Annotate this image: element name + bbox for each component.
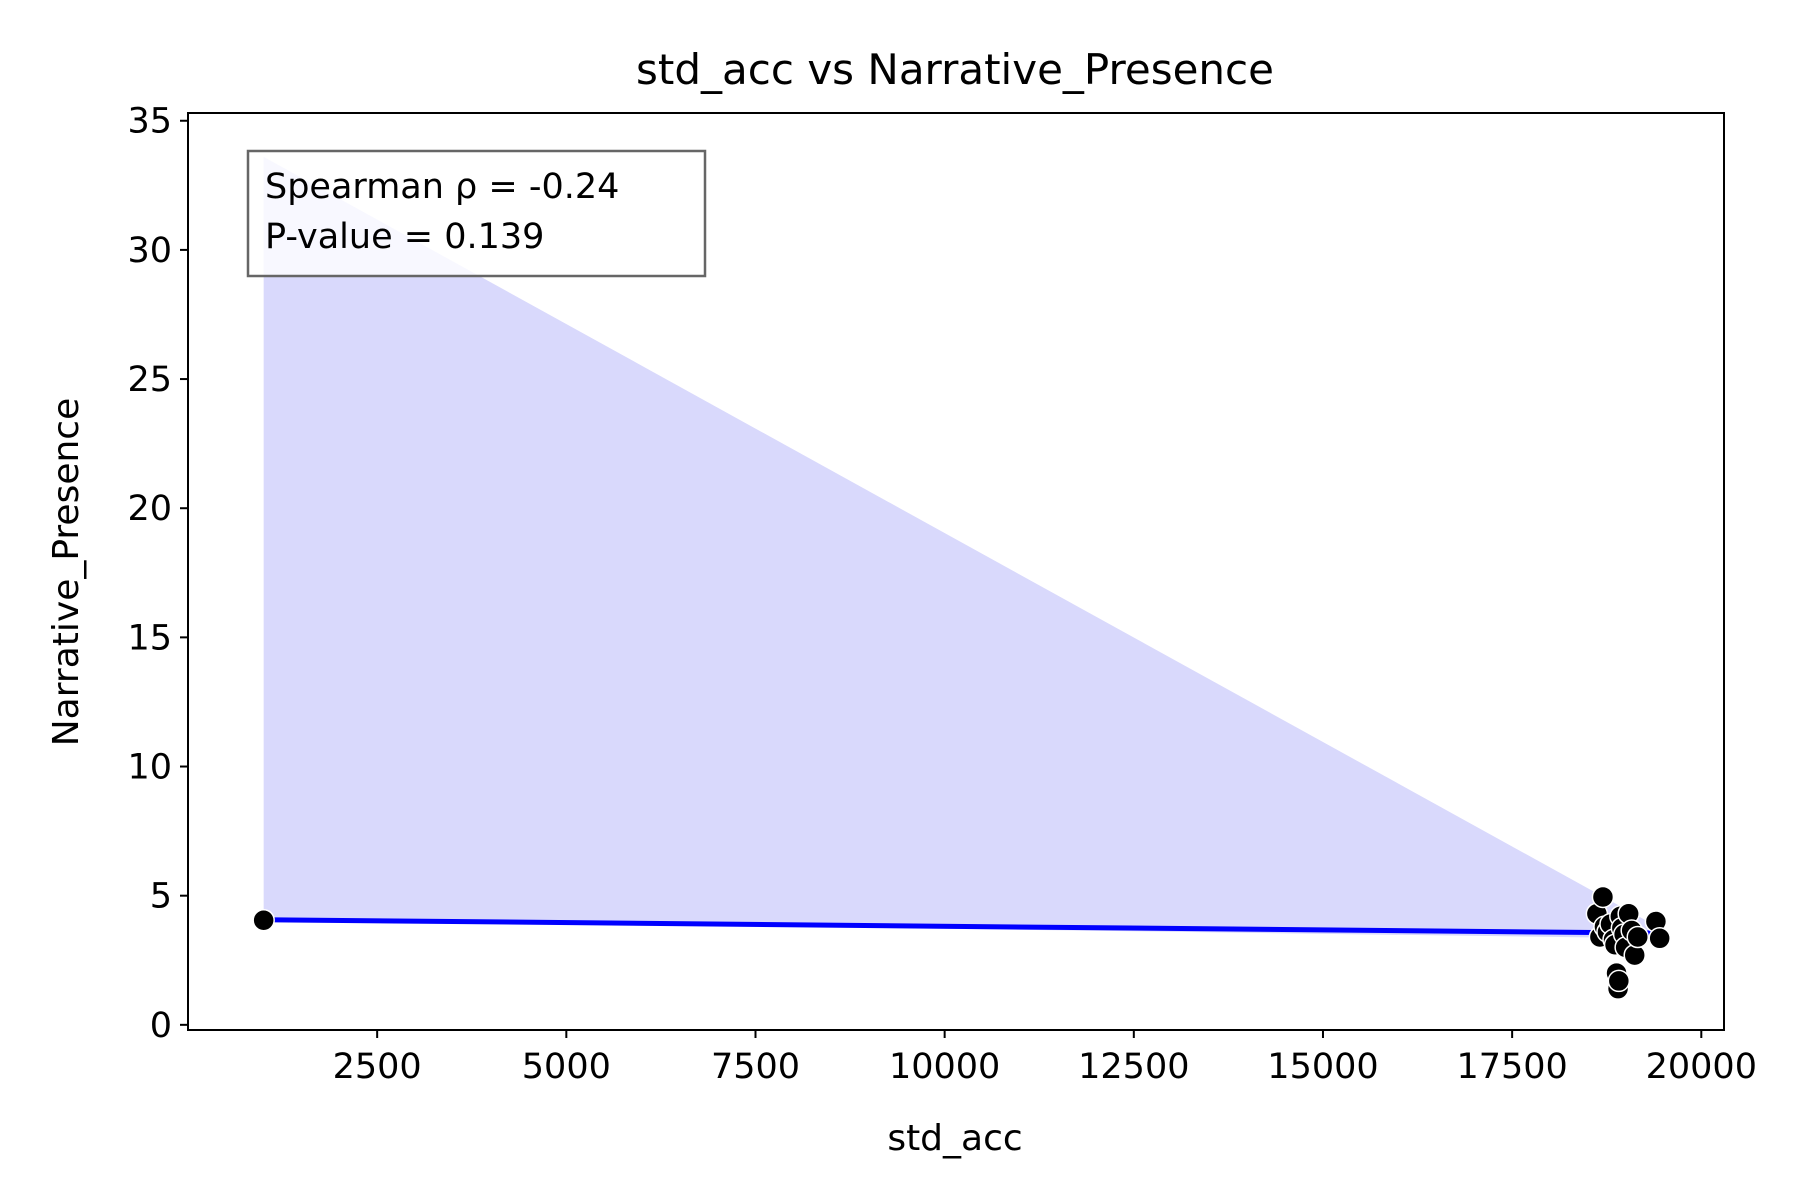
data-point: [1626, 925, 1649, 949]
y-tick-label: 30: [127, 231, 172, 271]
y-tick-label: 15: [127, 618, 172, 658]
y-tick-label: 35: [127, 102, 172, 142]
data-point: [1648, 927, 1671, 950]
y-axis: 0 5 10 15 20 25 30 35: [127, 102, 188, 1046]
annotation-spearman: Spearman ρ = -0.24: [265, 167, 619, 207]
data-point: [1607, 969, 1631, 993]
y-tick-label: 10: [127, 748, 172, 788]
stats-annotation: Spearman ρ = -0.24 P-value = 0.139: [246, 149, 707, 278]
x-tick-label: 5000: [522, 1047, 611, 1087]
y-tick-label: 5: [150, 877, 172, 917]
plot-area: [252, 156, 1671, 1000]
x-tick-label: 7500: [711, 1047, 800, 1087]
regression-line: [263, 917, 1660, 936]
chart-title: std_acc vs Narrative_Presence: [636, 45, 1274, 94]
axes-frame: [187, 112, 1725, 1031]
data-point: [1591, 885, 1615, 909]
x-tick-label: 20000: [1646, 1047, 1757, 1087]
confidence-band: [263, 156, 1660, 939]
annotation-pvalue: P-value = 0.139: [265, 217, 544, 257]
annotation-box: [246, 149, 707, 278]
x-tick-label: 17500: [1456, 1047, 1567, 1087]
x-tick-label: 15000: [1267, 1047, 1378, 1087]
x-tick-label: 10000: [889, 1047, 1000, 1087]
data-point: [252, 908, 275, 932]
y-tick-label: 0: [150, 1006, 172, 1046]
x-axis-label: std_acc: [887, 1118, 1022, 1159]
y-tick-label: 25: [127, 360, 172, 400]
y-axis-label: Narrative_Presence: [46, 398, 87, 747]
x-axis: 2500 5000 7500 10000 12500 15000 17500 20000: [333, 1030, 1757, 1087]
x-tick-label: 12500: [1078, 1047, 1189, 1087]
x-tick-label: 2500: [333, 1047, 422, 1087]
y-tick-label: 20: [127, 489, 172, 529]
